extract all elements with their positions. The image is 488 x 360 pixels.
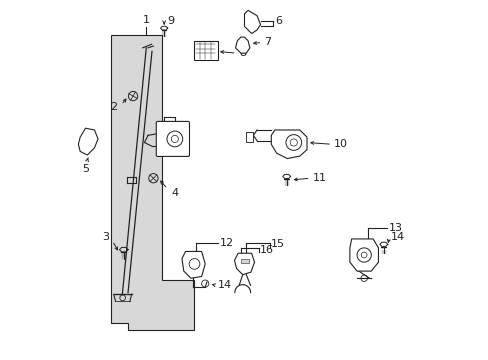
Text: 4: 4 <box>171 188 178 198</box>
Text: 10: 10 <box>333 139 347 149</box>
Bar <box>241 258 248 263</box>
Text: 6: 6 <box>274 16 281 26</box>
Text: 12: 12 <box>219 238 233 248</box>
Text: 5: 5 <box>82 164 89 174</box>
Text: 1: 1 <box>142 15 149 24</box>
Polygon shape <box>234 253 254 275</box>
Polygon shape <box>246 132 253 143</box>
Polygon shape <box>349 239 378 271</box>
Polygon shape <box>182 251 205 278</box>
Polygon shape <box>235 37 249 53</box>
Text: 14: 14 <box>390 232 404 242</box>
Polygon shape <box>110 35 194 330</box>
Text: 11: 11 <box>312 173 325 183</box>
Text: 16: 16 <box>259 245 273 255</box>
Text: 2: 2 <box>110 102 118 112</box>
Text: 14: 14 <box>217 280 231 291</box>
Polygon shape <box>244 10 260 33</box>
Text: 15: 15 <box>271 239 285 249</box>
Text: 9: 9 <box>167 16 175 26</box>
Text: 13: 13 <box>388 223 402 233</box>
Text: 7: 7 <box>264 37 271 48</box>
FancyBboxPatch shape <box>156 121 189 157</box>
Bar <box>194 41 217 60</box>
Polygon shape <box>78 128 98 155</box>
Text: 8: 8 <box>239 48 246 58</box>
Text: 3: 3 <box>102 232 108 242</box>
Polygon shape <box>271 130 306 158</box>
